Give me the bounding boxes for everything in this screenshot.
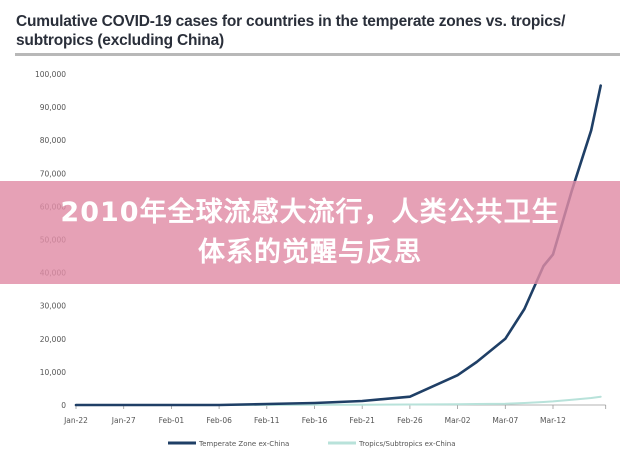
x-tick-label: Feb-06: [206, 416, 232, 425]
y-tick-label: 100,000: [35, 70, 66, 79]
x-tick-label: Jan-27: [111, 416, 136, 425]
x-axis: Jan-22 Jan-27 Feb-01 Feb-06 Feb-11 Feb-16 Feb-…: [63, 404, 607, 425]
x-tick-label: Feb-01: [159, 416, 185, 425]
x-tick-label: Mar-02: [445, 416, 471, 425]
title-underline: [15, 53, 620, 56]
y-tick-label: 0: [61, 401, 66, 410]
y-tick-label: 30,000: [40, 302, 66, 311]
legend-label: Tropics/Subtropics ex-China: [358, 440, 456, 448]
chart-title: Cumulative COVID-19 cases for countries …: [16, 13, 566, 49]
x-tick-label: Feb-26: [397, 416, 423, 425]
x-tick-label: Mar-12: [540, 416, 566, 425]
x-tick-label: Feb-21: [349, 416, 375, 425]
x-tick-label: Jan-22: [63, 416, 88, 425]
y-tick-label: 70,000: [40, 169, 66, 178]
y-tick-label: 10,000: [40, 368, 66, 377]
legend-label: Temperate Zone ex-China: [198, 440, 289, 448]
y-tick-label: 80,000: [40, 136, 66, 145]
y-tick-label: 20,000: [40, 335, 66, 344]
x-tick-label: Mar-07: [492, 416, 518, 425]
y-tick-label: 90,000: [40, 103, 66, 112]
legend: Temperate Zone ex-China Tropics/Subtropic…: [168, 440, 456, 448]
banner-headline: 2010年全球流感大流行，人类公共卫生体系的觉醒与反思: [60, 196, 560, 268]
x-tick-label: Feb-11: [254, 416, 280, 425]
overlay-banner: 2010年全球流感大流行，人类公共卫生体系的觉醒与反思: [0, 181, 620, 284]
x-tick-label: Feb-16: [302, 416, 328, 425]
